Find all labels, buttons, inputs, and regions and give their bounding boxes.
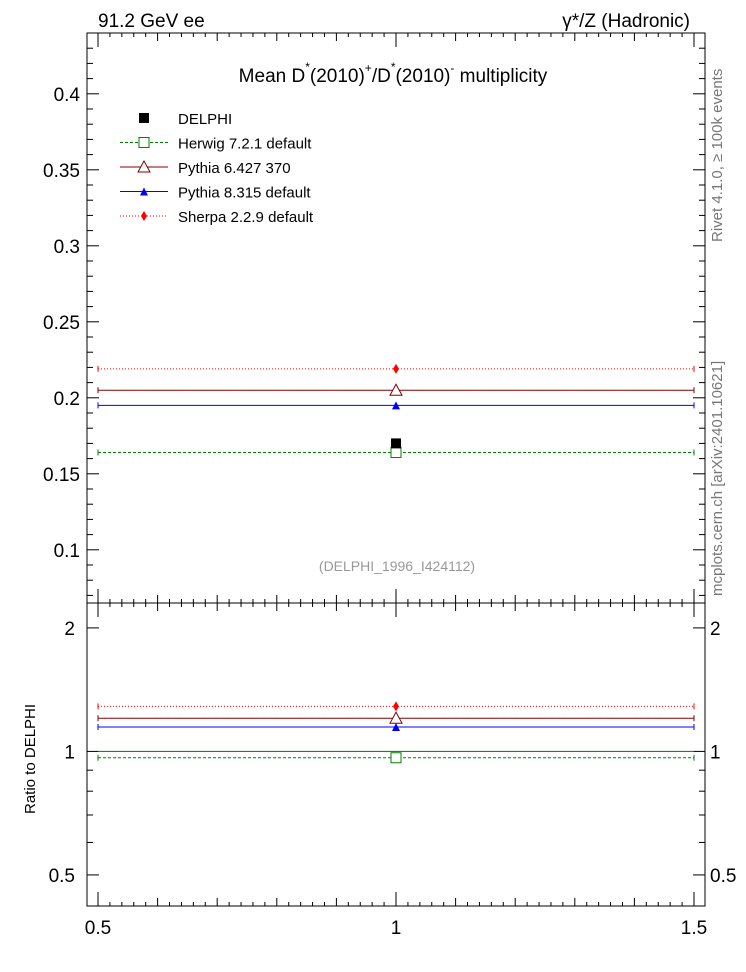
main-y-tick-labels: 0.1 0.15 0.2 0.25 0.3 0.35 0.4 (43, 85, 80, 562)
y-tick-label: 0.4 (54, 85, 81, 106)
legend-marker (140, 187, 148, 196)
rivet-label: Rivet 4.1.0, ≥ 100k events (709, 69, 726, 242)
main-axis-ticks (87, 32, 705, 603)
legend-label: Sherpa 2.2.9 default (178, 209, 314, 226)
main-series-group (97, 363, 695, 459)
ratio-axis-label: Ratio to DELPHI (22, 704, 39, 814)
series-marker (392, 401, 400, 410)
y-tick-label: 0.15 (43, 465, 80, 486)
ratio-y-tick-label-right: 1 (710, 742, 721, 763)
analysis-watermark: (DELPHI_1996_I424112) (319, 558, 475, 574)
legend-label: Herwig 7.2.1 default (178, 136, 312, 153)
legend-marker (138, 137, 150, 148)
process-label: γ*/Z (Hadronic) (562, 11, 690, 32)
legend-marker (137, 159, 151, 173)
y-tick-label: 0.35 (43, 161, 80, 182)
x-tick-labels: 0.5 1 1.5 (85, 918, 707, 939)
ratio-y-tick-label-left: 0.5 (49, 866, 75, 887)
series-marker (393, 363, 399, 374)
legend-label: Pythia 6.427 370 (178, 160, 291, 177)
series-marker (390, 447, 402, 459)
energy-label: 91.2 GeV ee (98, 11, 205, 32)
ratio-series-group (97, 701, 695, 764)
ratio-y-tick-labels: 0.5 0.5 1 1 2 2 (49, 619, 737, 887)
ratio-axis-ticks (87, 603, 705, 906)
legend: DELPHI Herwig 7.2.1 default Pythia 6.427 3… (120, 111, 314, 226)
y-tick-label: 0.25 (43, 313, 80, 334)
y-tick-label: 0.3 (54, 237, 80, 258)
ratio-series-marker (390, 752, 402, 764)
y-tick-label: 0.2 (54, 389, 80, 410)
ratio-y-tick-label-right: 0.5 (710, 866, 736, 887)
source-label: mcplots.cern.ch [arXiv:2401.10621] (709, 361, 726, 596)
delphi-data-point (391, 438, 401, 449)
legend-label-delphi: DELPHI (178, 111, 232, 128)
x-tick-label: 1 (391, 918, 402, 939)
series-marker (389, 383, 403, 396)
x-tick-label: 1.5 (681, 918, 707, 939)
ratio-y-tick-label-right: 2 (710, 619, 721, 640)
y-tick-label: 0.1 (54, 541, 80, 562)
legend-marker-delphi (139, 113, 149, 123)
legend-marker (141, 211, 147, 221)
ratio-y-tick-label-left: 2 (64, 619, 75, 640)
ratio-series-marker (393, 701, 399, 712)
ratio-series-marker (392, 722, 400, 731)
legend-label: Pythia 8.315 default (178, 185, 311, 202)
ratio-y-tick-label-left: 1 (64, 742, 75, 763)
x-tick-label: 0.5 (85, 918, 111, 939)
main-title: Mean D*(2010)+/D*(2010)- multiplicity (239, 60, 548, 87)
